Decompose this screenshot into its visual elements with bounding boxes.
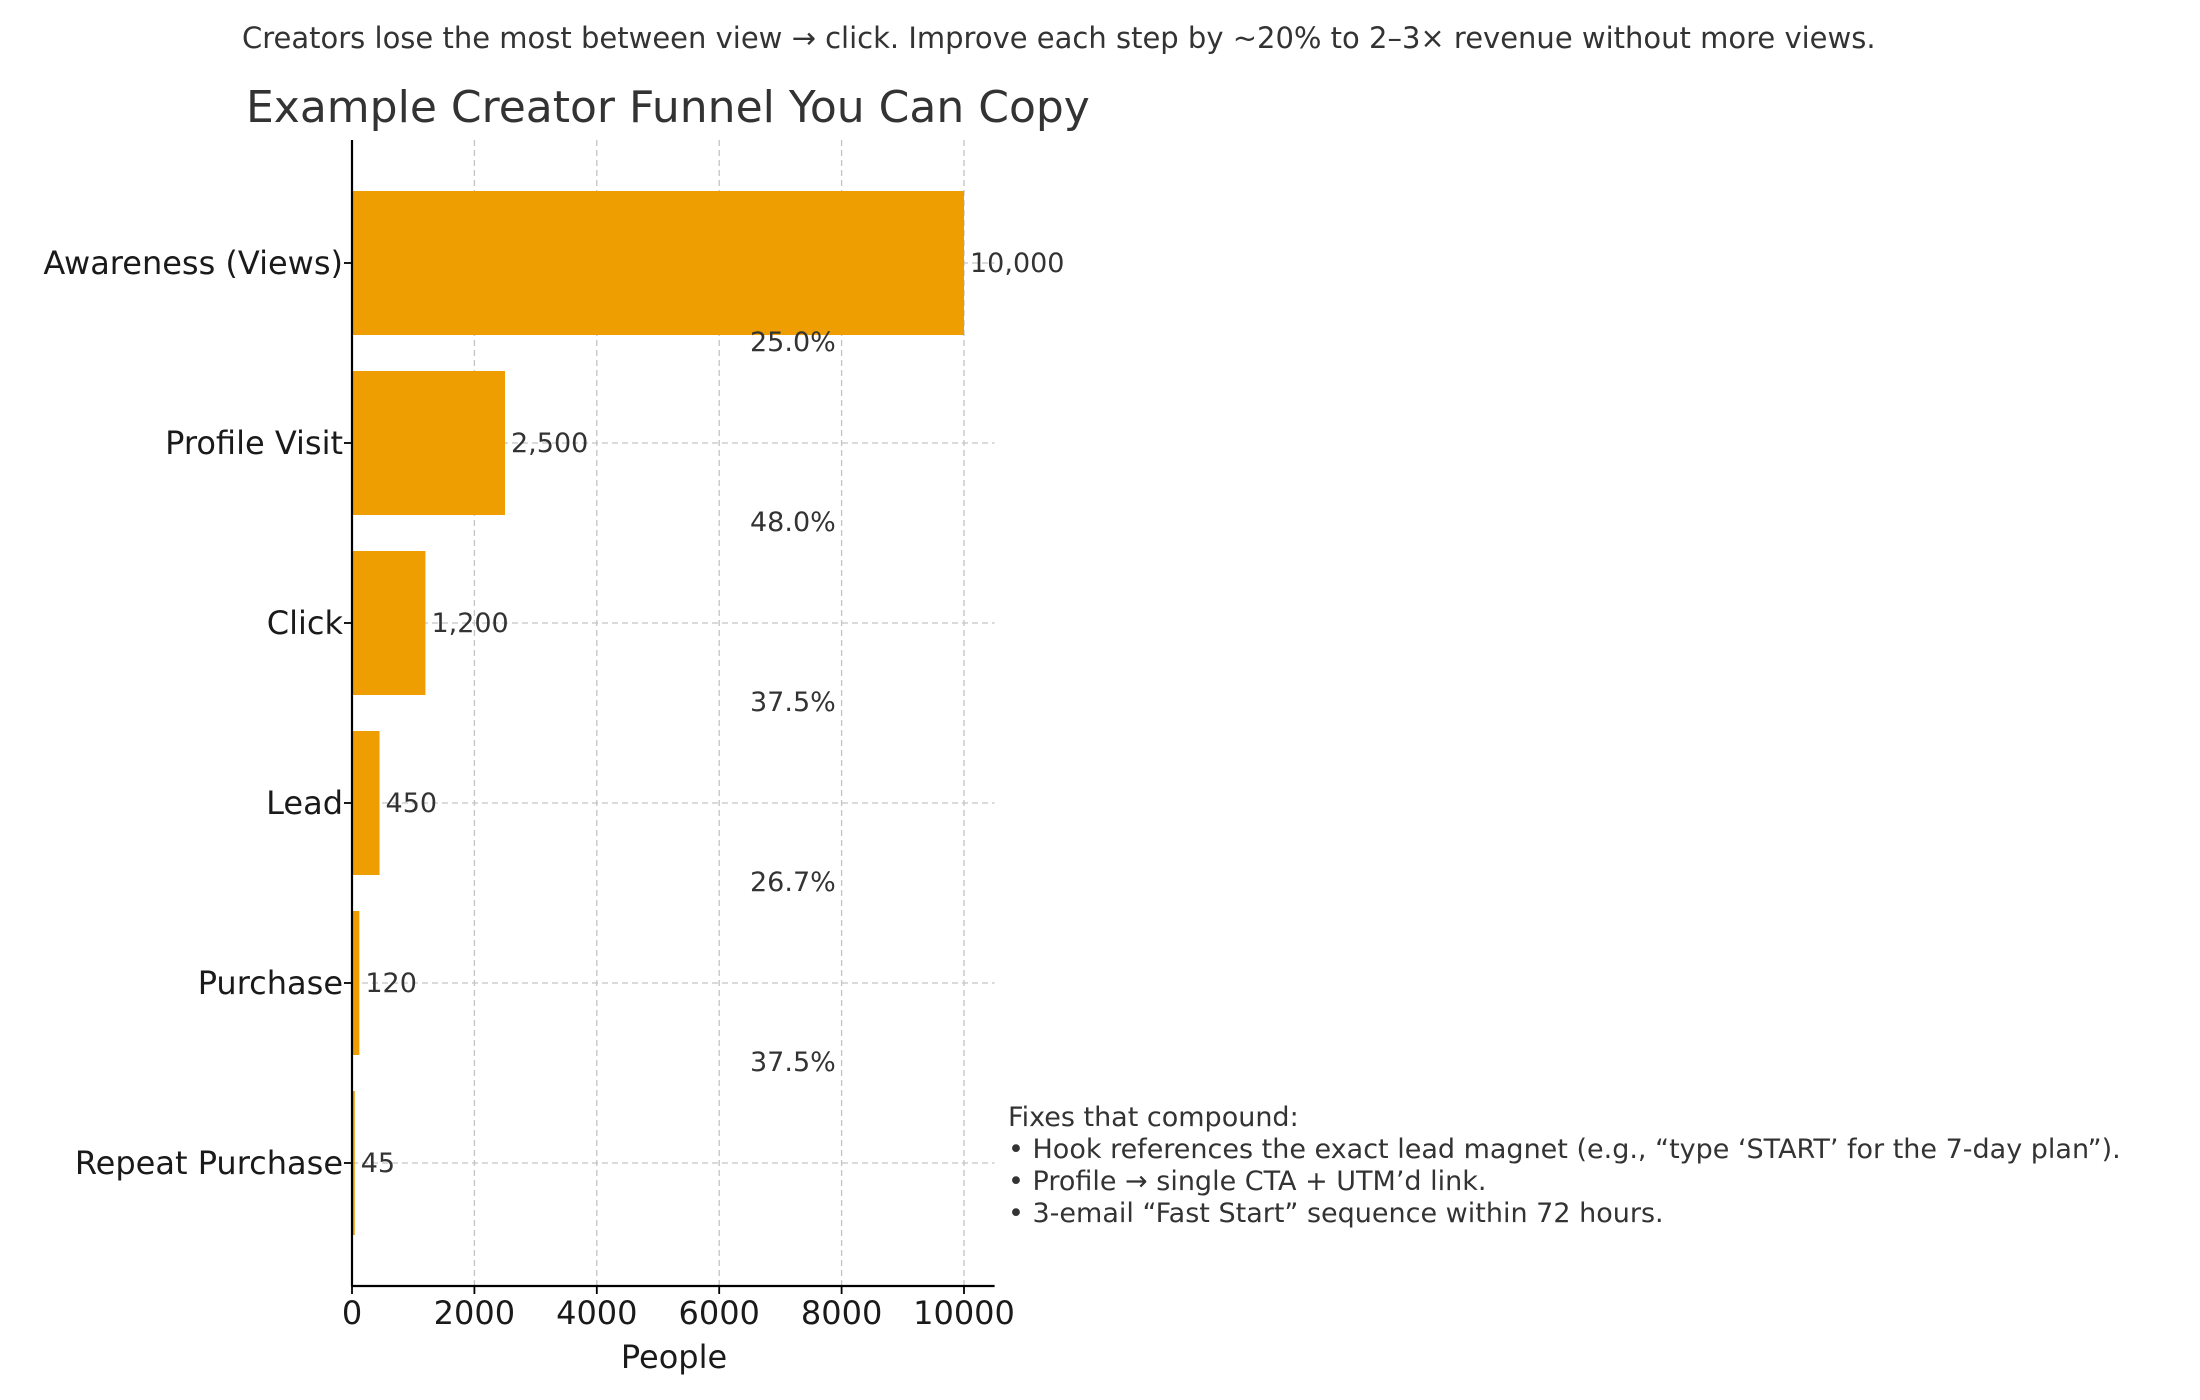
bar-value-label: 10,000 — [970, 248, 1064, 279]
x-axis-label: People — [621, 1338, 727, 1376]
x-tick-label: 4000 — [556, 1294, 637, 1332]
conversion-rate-label: 37.5% — [750, 1047, 836, 1078]
bar-purchase — [352, 911, 360, 1055]
conversion-rate-label: 25.0% — [750, 327, 836, 358]
fixes-note-item: • Profile → single CTA + UTM’d link. — [1008, 1166, 1486, 1197]
y-tick-label: Lead — [266, 784, 343, 822]
x-tick-label: 2000 — [434, 1294, 515, 1332]
y-tick-label: Awareness (Views) — [43, 244, 343, 282]
chart-subtitle: Creators lose the most between view → cl… — [242, 21, 1876, 55]
bar-value-label: 1,200 — [431, 608, 508, 639]
bar-value-label: 2,500 — [511, 428, 588, 459]
bar-profile-visit — [352, 371, 505, 515]
y-tick-label: Purchase — [198, 964, 343, 1002]
fixes-note-item: • Hook references the exact lead magnet … — [1008, 1134, 2121, 1165]
x-tick-label: 0 — [342, 1294, 362, 1332]
bars — [352, 191, 964, 1235]
x-tick-label: 6000 — [678, 1294, 759, 1332]
x-tick-label: 8000 — [801, 1294, 882, 1332]
fixes-note-item: • 3-email “Fast Start” sequence within 7… — [1008, 1198, 1664, 1229]
fixes-note: Fixes that compound: • Hook references t… — [1008, 1102, 2121, 1229]
conversion-rate-label: 48.0% — [750, 507, 836, 538]
axes: Awareness (Views) Profile Visit Click Lead P… — [43, 140, 1015, 1332]
bar-awareness-views — [352, 191, 964, 335]
bar-repeat-purchase — [352, 1091, 355, 1235]
bar-lead — [352, 731, 380, 875]
bar-value-label: 450 — [386, 788, 438, 819]
bar-value-label: 120 — [365, 968, 417, 999]
x-tick-label: 10000 — [913, 1294, 1015, 1332]
conversion-rate-label: 26.7% — [750, 867, 836, 898]
y-tick-label: Profile Visit — [165, 424, 343, 462]
chart-title: Example Creator Funnel You Can Copy — [246, 82, 1090, 133]
y-tick-label: Click — [267, 604, 344, 642]
conversion-rate-label: 37.5% — [750, 687, 836, 718]
fixes-note-title: Fixes that compound: — [1008, 1102, 1299, 1133]
bar-value-label: 45 — [361, 1148, 395, 1179]
y-tick-label: Repeat Purchase — [75, 1144, 343, 1182]
data-labels: 10,000 2,500 1,200 450 120 45 25.0% 48.0% 37.5% 2… — [361, 248, 1065, 1179]
bar-click — [352, 551, 426, 695]
